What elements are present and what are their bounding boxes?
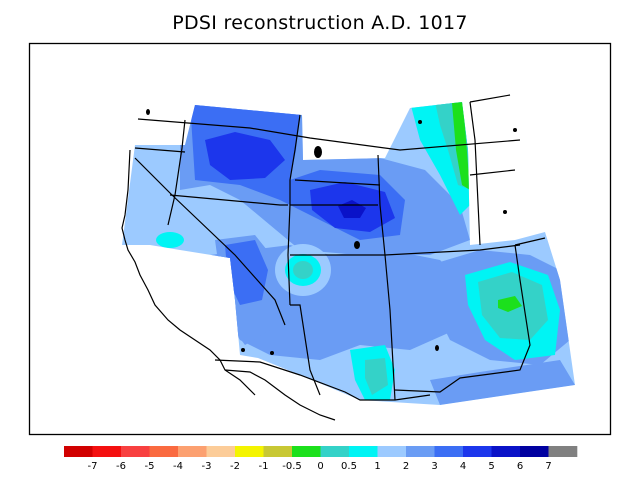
legend-swatch xyxy=(64,446,93,457)
field-coast-teal xyxy=(156,232,184,248)
legend-swatch xyxy=(491,446,521,457)
field-south-teal xyxy=(365,358,388,395)
legend-swatch xyxy=(149,446,179,457)
border-mt-id-wy xyxy=(287,114,301,306)
legend-tick-label: -4 xyxy=(173,461,183,472)
field-ring-core xyxy=(293,261,313,279)
legend-tick-label: 0 xyxy=(317,461,323,472)
legend-tick-label: 7 xyxy=(545,461,551,472)
lake-blob-2 xyxy=(146,109,150,115)
state-boundaries xyxy=(134,94,546,401)
lake-blob-6 xyxy=(241,348,245,352)
legend-swatch xyxy=(206,446,236,457)
canada-border xyxy=(137,118,521,151)
legend-swatch xyxy=(263,446,293,457)
legend-tick-label: 3 xyxy=(431,461,437,472)
lakes xyxy=(146,109,517,355)
field-ne-green xyxy=(452,102,470,190)
legend-swatch xyxy=(406,446,435,457)
legend-tick-label: -7 xyxy=(88,461,98,472)
legend-tick-label: -5 xyxy=(145,461,155,472)
border-ca-nv-north xyxy=(134,157,173,196)
legend-tick-label: -2 xyxy=(230,461,240,472)
legend-tick-label: -3 xyxy=(202,461,212,472)
lake-blob-1 xyxy=(354,241,360,249)
border-nm-tx xyxy=(394,244,531,393)
legend-tick-label: -0.5 xyxy=(282,461,302,472)
legend-swatch xyxy=(548,446,578,457)
border-az-nm xyxy=(290,304,321,396)
border-ne-east xyxy=(469,101,481,246)
border-wa-or xyxy=(134,147,186,153)
border-sd-ne xyxy=(469,169,516,176)
lake-blob-8 xyxy=(270,351,274,355)
border-or-ca-nv xyxy=(169,194,288,206)
legend-swatch xyxy=(178,446,207,457)
legend-tick-label: 0.5 xyxy=(341,461,357,472)
legend-bars xyxy=(64,446,578,457)
border-ks-ok xyxy=(514,237,546,246)
legend-tick-label: -6 xyxy=(116,461,126,472)
legend-labels: -7 -6 -5 -4 -3 -2 -1 -0.5 0 0.5 1 2 3 4 5 6 7 xyxy=(88,461,552,472)
legend-tick-label: -1 xyxy=(259,461,269,472)
legend-swatch xyxy=(377,446,407,457)
legend-swatch xyxy=(92,446,122,457)
border-ca-nv-diagonal xyxy=(171,194,286,326)
legend-swatch xyxy=(235,446,264,457)
field-se-mid xyxy=(430,360,575,405)
legend-tick-label: 5 xyxy=(488,461,494,472)
pdsi-field xyxy=(122,102,575,405)
legend-swatch xyxy=(463,446,492,457)
legend-swatch xyxy=(121,446,150,457)
border-nd-sd xyxy=(469,94,511,103)
great-salt-lake xyxy=(314,146,322,158)
legend-tick-label: 1 xyxy=(374,461,380,472)
pacific-coast xyxy=(121,149,256,396)
legend-tick-label: 2 xyxy=(403,461,409,472)
lake-blob-4 xyxy=(513,128,517,132)
legend-swatch xyxy=(520,446,549,457)
legend-tick-label: 6 xyxy=(517,461,523,472)
coastlines xyxy=(121,149,431,421)
legend-swatch xyxy=(434,446,464,457)
field-stronger-west xyxy=(205,132,285,180)
lake-blob-5 xyxy=(503,210,507,214)
lake-blob-7 xyxy=(435,345,439,351)
field-east-green xyxy=(498,296,522,312)
legend-swatch xyxy=(292,446,321,457)
legend-tick-label: 4 xyxy=(460,461,466,472)
lake-blob-3 xyxy=(418,120,422,124)
border-co-nm xyxy=(384,254,396,401)
mexico-border xyxy=(214,359,431,401)
border-wy-co xyxy=(377,154,386,256)
map-title: PDSI reconstruction A.D. 1017 xyxy=(172,12,468,34)
border-ut-co xyxy=(290,244,521,256)
baja-outline xyxy=(224,369,336,421)
legend-swatch xyxy=(320,446,350,457)
legend-swatch xyxy=(349,446,378,457)
border-id-west xyxy=(167,119,186,226)
border-mt-wy xyxy=(294,179,381,186)
